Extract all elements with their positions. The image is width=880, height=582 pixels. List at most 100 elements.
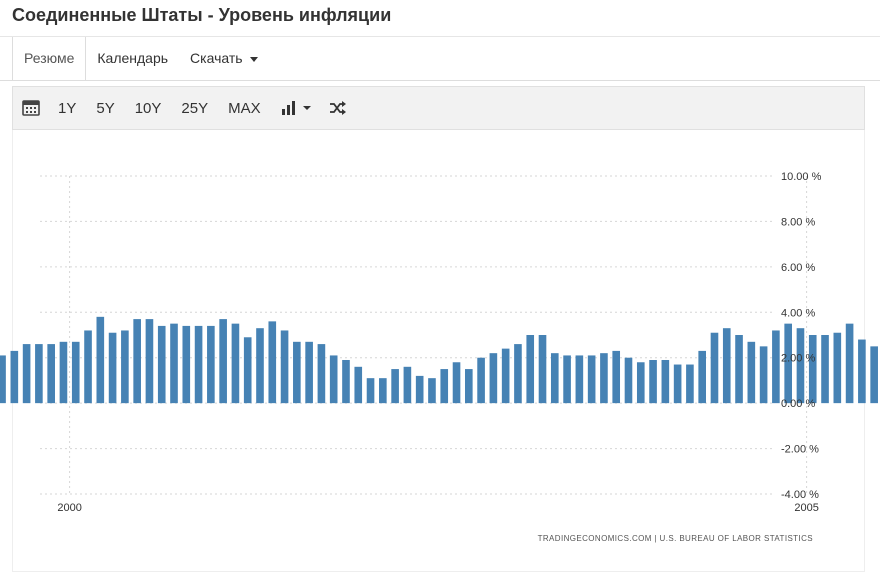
bar [22, 344, 31, 404]
bar [600, 353, 608, 404]
shuffle-icon[interactable] [329, 101, 347, 115]
bar [305, 341, 313, 404]
bar [465, 369, 473, 404]
tab-calendar-label: Календарь [97, 50, 169, 66]
x-tick-label: 2005 [794, 502, 818, 514]
bar [772, 330, 780, 404]
y-tick-label: 4.00 % [781, 307, 815, 319]
bar [624, 357, 633, 404]
bar [477, 357, 485, 404]
y-tick-label: 8.00 % [781, 216, 815, 228]
bar [649, 359, 657, 404]
bar [219, 319, 227, 404]
bar [243, 337, 252, 404]
bar [379, 378, 387, 404]
bar [821, 335, 829, 404]
bar [612, 350, 621, 404]
range-25y-button[interactable]: 25Y [181, 99, 209, 117]
bar [0, 355, 6, 404]
title-divider [0, 36, 880, 37]
range-max-button[interactable]: MAX [228, 99, 261, 117]
bar [673, 364, 682, 404]
range-5y-button[interactable]: 5Y [96, 99, 115, 117]
bar [759, 346, 768, 404]
bar [747, 341, 756, 404]
bar [538, 335, 547, 404]
bar [194, 325, 203, 404]
bar [845, 323, 854, 404]
caret-down-icon [249, 56, 258, 62]
range-10y-button[interactable]: 10Y [134, 99, 162, 117]
bar [280, 330, 289, 404]
bar [489, 353, 498, 404]
bar [870, 346, 878, 404]
bar [501, 348, 510, 404]
bars [0, 316, 878, 404]
bar-chart-icon [281, 101, 295, 115]
bar [391, 369, 399, 404]
y-tick-label: 2.00 % [781, 353, 815, 365]
y-tick-label: -4.00 % [781, 489, 819, 501]
bar [833, 332, 842, 404]
bar [735, 335, 743, 404]
bar [636, 362, 645, 404]
bar [84, 330, 92, 404]
page-title: Соединенные Штаты - Уровень инфляции [12, 5, 392, 25]
bar [157, 325, 166, 404]
x-tick-label: 2000 [57, 502, 81, 514]
calendar-icon[interactable] [22, 100, 40, 116]
bar [698, 350, 706, 404]
bar [35, 344, 43, 404]
tab-summary[interactable]: Резюме [12, 37, 87, 81]
bar [59, 341, 68, 404]
bar [182, 325, 191, 404]
chart-type-button[interactable] [281, 101, 312, 115]
bar [96, 316, 105, 404]
bar [428, 378, 436, 404]
y-tick-label: 6.00 % [781, 262, 815, 274]
bar [133, 319, 141, 404]
bar [514, 344, 522, 404]
range-1y-button[interactable]: 1Y [58, 99, 77, 117]
bar [10, 350, 19, 404]
bar [256, 328, 264, 404]
bar [268, 321, 277, 404]
bar [710, 332, 719, 404]
bar [575, 355, 584, 404]
bar [317, 344, 326, 404]
y-axis: 10.00 % 8.00 % 6.00 % 4.00 % 2.00 % 0.00 % -2.… [781, 171, 822, 501]
bar [329, 355, 338, 404]
tabs-divider [0, 80, 880, 81]
bar [108, 332, 117, 404]
y-tick-label: 10.00 % [781, 171, 822, 183]
bar [403, 366, 412, 404]
bar [587, 355, 596, 404]
bar [231, 323, 240, 404]
bar [722, 328, 731, 404]
bar [366, 378, 375, 404]
tab-bar: Резюме Календарь Скачать [12, 37, 269, 81]
bar [808, 335, 817, 404]
bar [354, 366, 363, 404]
bar [550, 353, 559, 404]
bar [145, 319, 154, 404]
bar [661, 359, 670, 404]
bar [170, 323, 178, 404]
bar [121, 330, 129, 404]
tab-calendar[interactable]: Календарь [86, 37, 179, 80]
chart-toolbar: 1Y 5Y 10Y 25Y MAX [12, 86, 865, 130]
bar [47, 344, 55, 404]
bar [526, 335, 535, 404]
bar [686, 364, 694, 404]
y-tick-label: 0.00 % [781, 398, 815, 410]
grid [40, 175, 808, 495]
bar [440, 369, 449, 404]
bar [563, 355, 571, 404]
bar [71, 341, 80, 404]
bar [784, 323, 792, 404]
bar [342, 359, 350, 404]
tab-download[interactable]: Скачать [179, 37, 269, 80]
bar [796, 328, 805, 404]
y-tick-label: -2.00 % [781, 444, 819, 456]
